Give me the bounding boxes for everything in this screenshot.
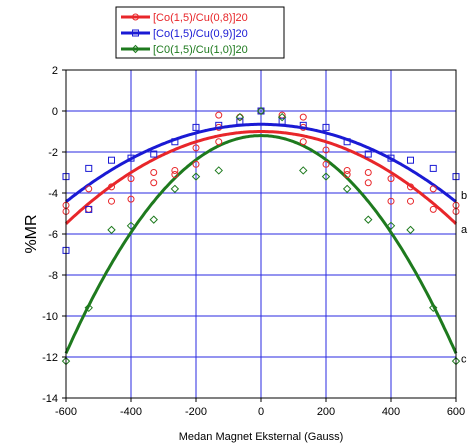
x-axis-title: Medan Magnet Eksternal (Gauss) [179, 431, 343, 443]
data-point-a [127, 175, 135, 183]
curve-tag-a: a [461, 224, 468, 236]
data-point-a [299, 113, 307, 121]
curve-tags: a b c [461, 190, 468, 365]
data-point-c [214, 166, 223, 175]
y-tick-label: -8 [48, 270, 58, 282]
data-point-a [150, 179, 158, 187]
data-point-c [191, 172, 201, 181]
fit-curves [64, 122, 458, 354]
data-point-a [171, 171, 179, 179]
data-point-a [192, 144, 200, 152]
data-point-a [364, 179, 372, 187]
data-point-c [429, 303, 438, 313]
data-point-a [171, 166, 179, 174]
data-point-b [192, 123, 200, 131]
x-tick-label: 600 [447, 406, 465, 418]
legend-label-co-1-5-cu-0-9-20: [Co(1,5)/Cu(0,9)]20 [153, 28, 248, 40]
data-point-c [126, 221, 136, 231]
x-tick-label: -600 [55, 406, 77, 418]
curve-tag-b: b [461, 190, 467, 202]
x-tick-label: 400 [382, 406, 400, 418]
fit-curve-b [65, 122, 457, 203]
data-point-b [85, 205, 93, 213]
y-tick-label: 2 [52, 65, 58, 77]
y-tick-label: -14 [42, 393, 58, 405]
x-tick-label: -400 [120, 406, 142, 418]
x-tick-label: 200 [317, 406, 335, 418]
data-point-a [299, 138, 307, 146]
data-point-a [192, 160, 200, 168]
y-tick-label: 0 [52, 106, 58, 118]
data-point-c [342, 184, 352, 194]
data-point-b [364, 150, 372, 158]
x-tick-label: 0 [258, 406, 264, 418]
data-point-a [429, 205, 437, 213]
data-point-c [149, 215, 158, 224]
y-tick-label: -10 [42, 311, 58, 323]
data-point-b [387, 154, 395, 162]
y-tick-label: -12 [42, 352, 58, 364]
legend-label-c0-1-5-cu-1-0-20: [C0(1,5)/Cu(1,0)]20 [153, 44, 248, 56]
data-point-a [387, 175, 395, 183]
data-point-a [429, 185, 437, 193]
data-point-b [215, 121, 223, 129]
data-point-c [107, 225, 116, 235]
data-point-b [343, 138, 351, 146]
data-point-c [321, 172, 331, 181]
data-point-b [150, 150, 158, 158]
data-point-a [407, 197, 414, 205]
data-point-a [150, 169, 158, 176]
data-point-b [429, 164, 437, 172]
data-point-c [170, 184, 180, 194]
y-tick-label: -4 [48, 188, 58, 200]
data-point-c [386, 221, 396, 231]
y-tick-label: -6 [48, 229, 58, 241]
data-point-c [235, 112, 245, 122]
data-point-c [84, 303, 93, 313]
data-point-a [407, 183, 414, 191]
data-point-a [364, 169, 372, 176]
data-point-b [322, 123, 330, 131]
data-point-b [236, 117, 244, 125]
data-point-b [299, 121, 307, 129]
data-point-a [127, 195, 135, 203]
data-point-a [387, 197, 395, 205]
data-point-a [343, 166, 351, 174]
data-point-c [277, 112, 287, 122]
data-point-c [364, 215, 373, 224]
data-point-a [322, 160, 330, 168]
x-tick-label: -200 [185, 406, 207, 418]
data-point-a [215, 111, 223, 119]
legend: [Co(1,5)/Cu(0,8)]20 [Co(1,5)/Cu(0,9)]20 [C… [115, 6, 285, 59]
y-axis-title: %MR [23, 214, 40, 253]
axis-ticks: -600 -400 -200 0 200 400 600 -14 -12 -10 -8 -6 -4 -2 0… [42, 65, 465, 418]
data-point-b [171, 138, 179, 146]
fit-curve-c [64, 134, 458, 354]
data-point-b [407, 156, 414, 164]
data-point-a [85, 185, 93, 193]
data-point-a [322, 146, 330, 154]
data-point-b [108, 156, 115, 164]
curve-tag-c: c [461, 353, 467, 365]
legend-marker [132, 13, 139, 21]
data-point-a [108, 197, 115, 205]
y-tick-label: -2 [48, 147, 58, 159]
data-point-b [278, 117, 286, 125]
legend-marker [131, 44, 140, 54]
data-point-a [343, 171, 351, 179]
data-point-a [108, 183, 115, 191]
data-point-b [85, 164, 93, 172]
data-point-a [215, 138, 223, 146]
legend-marker [132, 29, 139, 37]
fit-curve-a [64, 130, 458, 225]
data-point-b [127, 154, 135, 162]
legend-label-co-1-5-cu-0-8-20: [Co(1,5)/Cu(0,8)]20 [153, 12, 248, 24]
data-point-c [299, 166, 308, 175]
data-point-c [256, 106, 266, 116]
data-point-c [406, 225, 415, 235]
